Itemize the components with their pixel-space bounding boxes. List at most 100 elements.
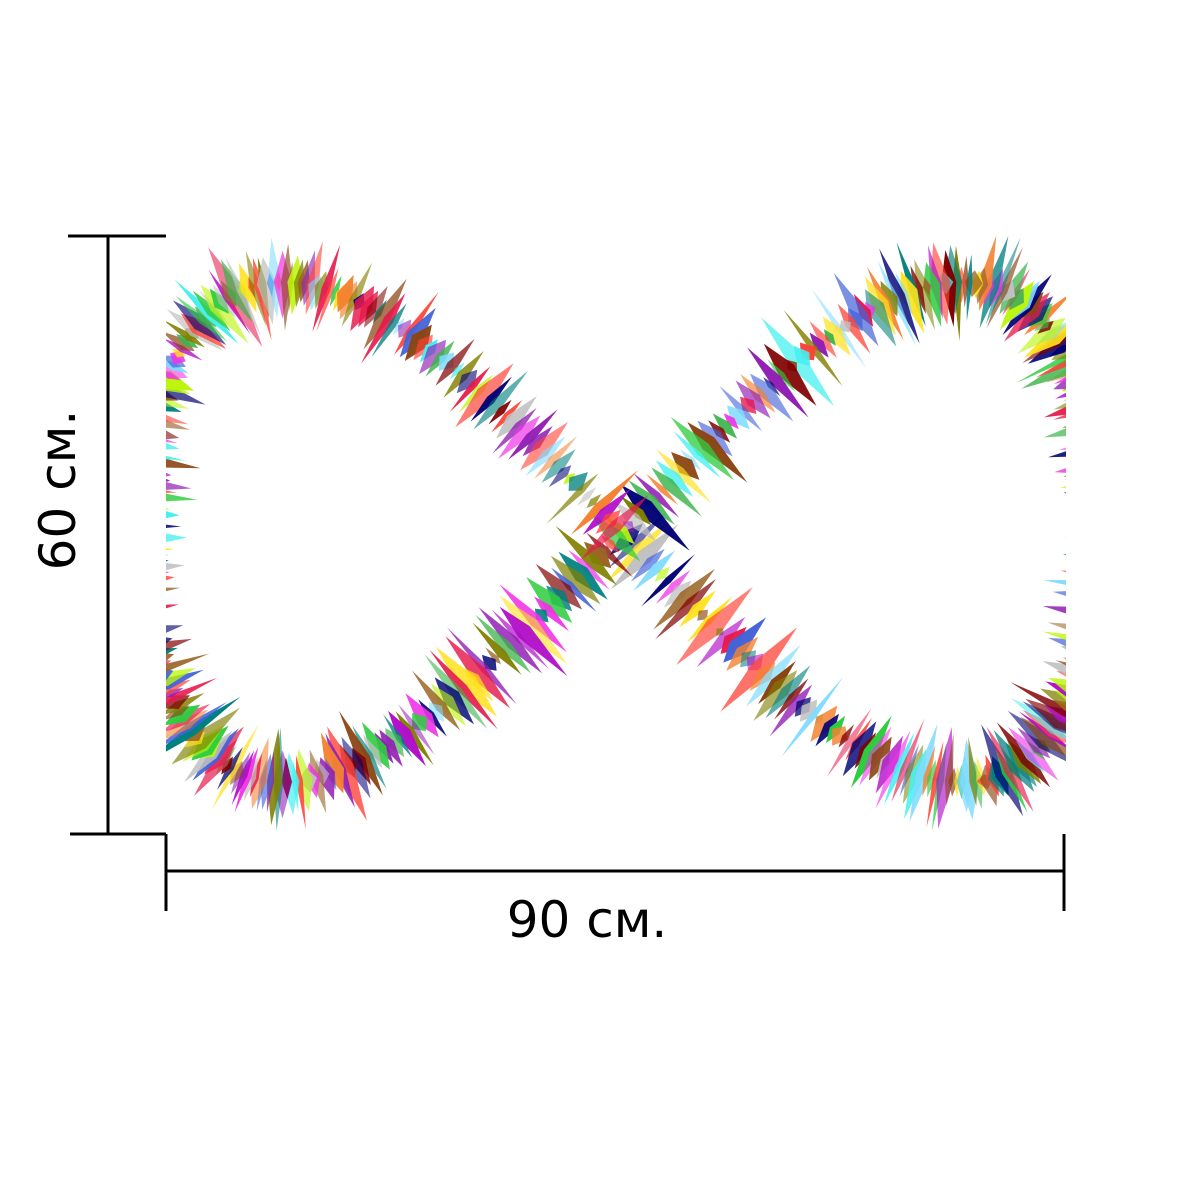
wave-stroke — [166, 562, 185, 571]
wave-stroke — [1061, 387, 1066, 392]
wave-stroke — [687, 422, 748, 483]
wave-stroke — [371, 303, 407, 358]
wave-stroke — [445, 636, 511, 709]
wave-stroke — [413, 334, 433, 361]
wave-stroke — [134, 598, 157, 609]
wave-stroke — [999, 261, 1029, 315]
wave-stroke — [676, 586, 753, 666]
wave-stroke — [388, 710, 426, 767]
wave-stroke — [139, 614, 158, 628]
wave-stroke — [1055, 660, 1066, 666]
wave-stroke — [145, 634, 163, 640]
wave-stroke — [753, 670, 798, 721]
wave-stroke — [1086, 516, 1122, 536]
wave-stroke — [338, 710, 383, 796]
wave-stroke — [944, 733, 954, 806]
wave-stroke — [986, 247, 1023, 328]
wave-stroke — [473, 370, 529, 430]
wave-stroke — [1042, 631, 1066, 641]
wave-stroke — [1054, 468, 1066, 473]
wave-stroke — [148, 402, 164, 420]
wave-stroke — [663, 580, 692, 608]
wave-stroke — [875, 730, 911, 809]
wave-stroke — [1083, 599, 1108, 608]
wave-stroke — [1017, 317, 1066, 354]
wave-stroke — [580, 495, 649, 561]
wave-stroke — [341, 736, 371, 799]
wave-stroke — [485, 647, 501, 665]
wave-stroke — [723, 617, 767, 663]
wave-stroke — [166, 439, 178, 444]
wave-stroke — [1053, 376, 1066, 384]
wave-stroke — [429, 649, 498, 730]
wave-stroke — [966, 254, 973, 322]
wave-stroke — [1010, 682, 1066, 718]
wave-stroke — [1072, 586, 1129, 598]
wave-stroke — [520, 422, 569, 470]
wave-stroke — [166, 493, 198, 502]
wave-stroke — [712, 413, 738, 439]
infinity-wave-artwork — [134, 236, 1136, 831]
wave-stroke — [1015, 354, 1066, 384]
wave-stroke — [327, 726, 367, 821]
wave-stroke — [1067, 632, 1115, 643]
wave-stroke — [750, 373, 794, 422]
wave-stroke — [166, 321, 205, 348]
wave-stroke — [1052, 414, 1066, 420]
wave-stroke — [761, 317, 835, 407]
height-dimension-line — [68, 234, 166, 836]
wave-stroke — [927, 759, 936, 798]
wave-stroke — [435, 338, 475, 386]
wave-stroke — [774, 678, 809, 720]
wave-stroke — [166, 414, 189, 425]
wave-stroke — [362, 734, 383, 769]
wave-stroke — [837, 303, 871, 354]
wave-stroke — [166, 587, 181, 592]
wave-stroke — [176, 334, 199, 349]
wave-stroke — [362, 722, 390, 770]
wave-stroke — [1047, 451, 1066, 458]
wave-stroke — [522, 426, 553, 457]
wave-stroke — [735, 380, 771, 419]
wave-stroke — [1079, 606, 1114, 612]
height-label: 60 см. — [29, 409, 87, 571]
wave-stroke — [1047, 622, 1066, 630]
wave-stroke — [166, 508, 171, 510]
wave-stroke — [1010, 697, 1066, 740]
wave-stroke — [166, 660, 172, 665]
wave-stroke — [142, 622, 162, 632]
wave-stroke — [610, 524, 679, 590]
wave-stroke — [1064, 679, 1066, 681]
wave-stroke — [472, 622, 522, 675]
wave-stroke — [1062, 398, 1066, 402]
wave-stroke — [141, 419, 162, 434]
wave-stroke — [1069, 499, 1136, 506]
wave-stroke — [608, 512, 667, 569]
wave-stroke — [1088, 539, 1122, 549]
wave-stroke — [900, 270, 925, 334]
wave-stroke — [166, 458, 201, 469]
wave-stroke — [475, 614, 531, 674]
wave-stroke — [780, 677, 844, 758]
wave-stroke — [1052, 591, 1066, 597]
wave-stroke — [809, 332, 829, 358]
wave-stroke — [550, 555, 601, 605]
wave-stroke — [166, 478, 171, 482]
wave-stroke — [212, 284, 236, 318]
wave-stroke — [139, 606, 160, 624]
wave-stroke — [746, 644, 801, 707]
wave-stroke — [166, 575, 175, 581]
wave-stroke — [252, 257, 272, 341]
wave-stroke — [1043, 406, 1066, 418]
wave-stroke — [1060, 570, 1066, 572]
wave-stroke — [577, 487, 597, 506]
wave-stroke — [166, 637, 173, 644]
wave-stroke — [385, 728, 405, 757]
wave-stroke — [568, 549, 610, 590]
wave-stroke — [431, 683, 466, 727]
wave-stroke — [1096, 555, 1114, 569]
wave-stroke — [166, 696, 241, 752]
wave-stroke — [633, 473, 680, 518]
wave-stroke — [653, 568, 715, 630]
